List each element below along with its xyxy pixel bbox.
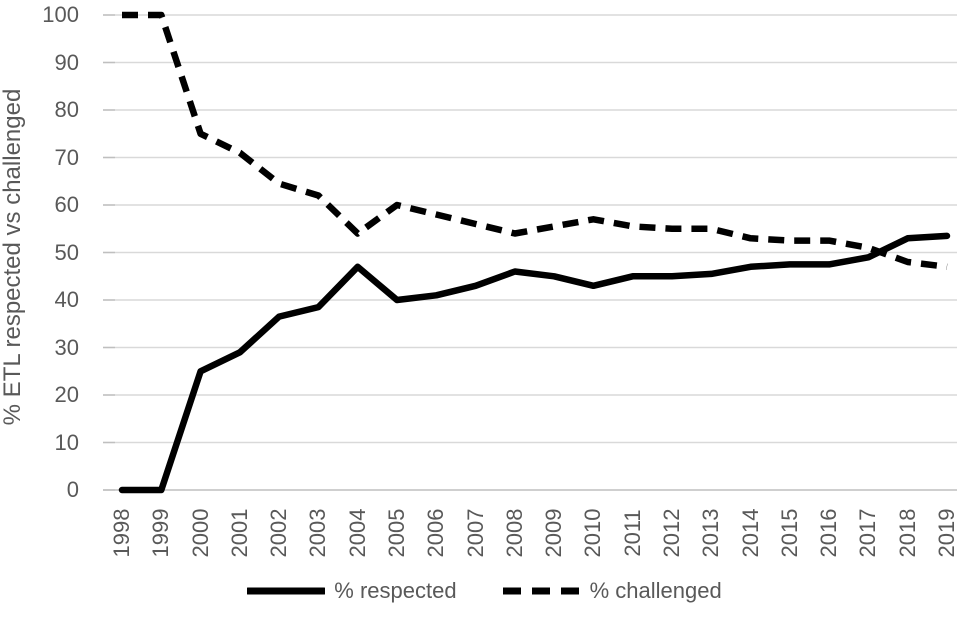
respected-line [118, 232, 951, 494]
x-axis-tick-label: 2009 [541, 508, 567, 558]
x-axis-tick-label: 2005 [383, 508, 409, 558]
x-axis-tick-label: 2000 [187, 508, 213, 558]
x-axis-tick-label: 1999 [148, 508, 174, 558]
legend-item-challenged: % challenged [502, 578, 722, 604]
x-axis-tick-label: 2007 [462, 508, 488, 558]
x-axis-tick-label: 2013 [698, 508, 724, 558]
challenged-line [122, 11, 948, 271]
y-axis-tick-label: 20 [54, 382, 79, 407]
y-axis-tick-label: 40 [54, 287, 79, 312]
y-axis-tick-label: 30 [54, 334, 79, 360]
x-axis-tick-label: 2016 [816, 508, 842, 558]
x-axis-tick-label: 2019 [933, 508, 959, 558]
y-axis-tick-label: 60 [54, 192, 79, 217]
x-axis-tick-label: 2002 [266, 508, 292, 558]
legend-label-respected: % respected [334, 578, 457, 603]
y-axis-tick-label: 90 [54, 49, 79, 75]
dashed-line-swatch-icon [502, 587, 581, 595]
y-axis-tick-label: 10 [54, 429, 79, 455]
y-axis-tick-label: 80 [54, 97, 79, 122]
x-axis-tick-label: 2008 [501, 508, 527, 558]
y-axis-tick-label: 70 [54, 144, 79, 170]
plot-area [103, 11, 957, 494]
solid-line-swatch-icon [247, 587, 326, 595]
x-axis-tick-label: 2004 [344, 508, 370, 558]
x-axis-tick-label: 1998 [109, 508, 134, 558]
y-axis-tick-label: 50 [54, 239, 79, 265]
x-axis-tick-label: 2006 [423, 508, 449, 558]
x-axis-tick-label: 2012 [658, 508, 684, 558]
x-axis-tick-label: 2018 [894, 508, 920, 558]
y-axis-tick-label: 0 [66, 477, 79, 502]
x-axis-tick-label: 2001 [226, 508, 252, 558]
x-axis-tick-label: 2003 [305, 508, 331, 558]
x-axis-tick-label: 2015 [776, 508, 802, 558]
x-axis-tick-label: 2010 [580, 508, 606, 558]
y-axis-tick-label: 100 [42, 2, 79, 27]
x-axis-tick-label: 2011 [619, 509, 645, 557]
x-axis-tick-label: 2014 [737, 508, 763, 558]
legend-item-respected: % respected [247, 578, 457, 604]
x-axis-tick-label: 2017 [855, 508, 881, 558]
legend-label-challenged: % challenged [589, 578, 722, 603]
legend: % respected % challenged [0, 578, 969, 604]
